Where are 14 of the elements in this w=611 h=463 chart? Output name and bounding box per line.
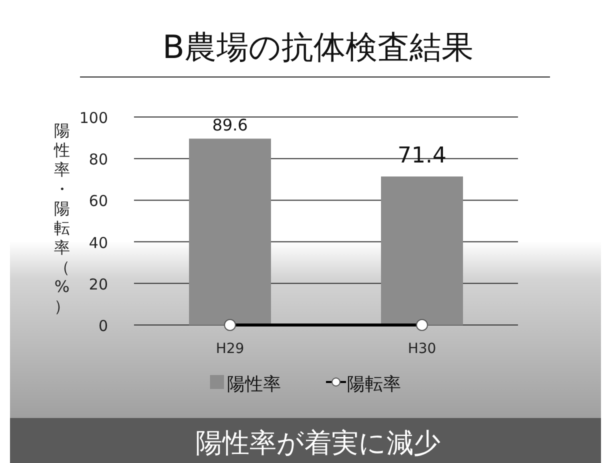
y-tick-label: 60 xyxy=(88,192,108,210)
y-tick-label: 100 xyxy=(79,109,108,127)
chart-title: B農場の抗体検査結果 xyxy=(162,28,474,66)
y-tick-label: 40 xyxy=(88,234,108,252)
data-label: 89.6 xyxy=(212,116,248,135)
text: 陽性率が着実に減少 xyxy=(196,428,440,459)
y-tick-label: 80 xyxy=(88,150,108,169)
y-tick-label: 0 xyxy=(98,317,108,335)
text: 陽性率・陽転率（%） xyxy=(54,121,70,316)
legend-label: 陽転率 xyxy=(347,374,401,395)
x-tick-label: H30 xyxy=(408,341,436,357)
y-tick-label: 20 xyxy=(88,275,108,294)
legend-label: 陽性率 xyxy=(227,374,281,395)
x-tick-label: H29 xyxy=(216,341,244,357)
